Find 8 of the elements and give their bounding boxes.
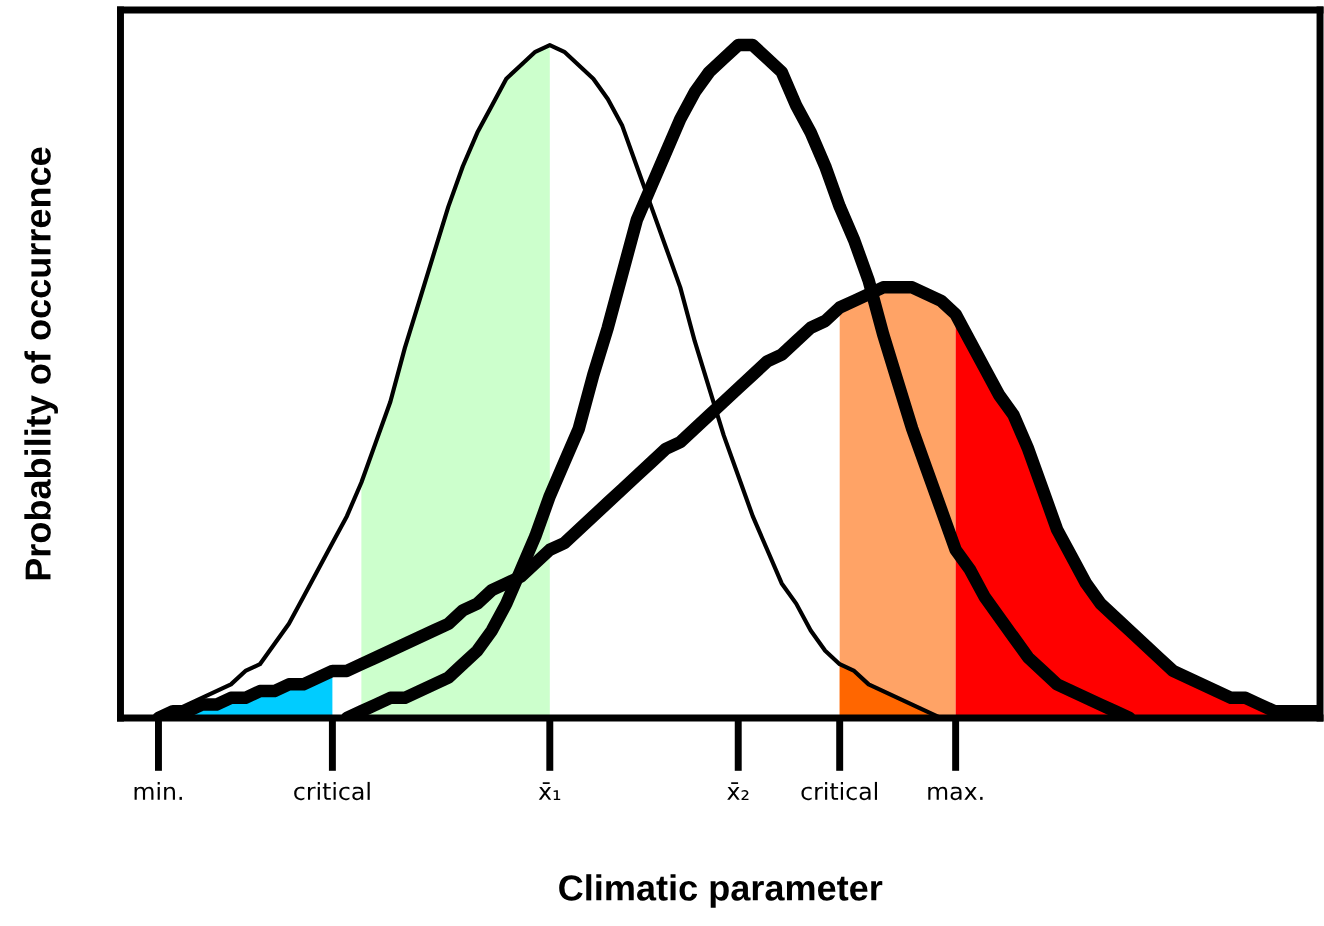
y-axis-title: Probability of occurrence	[24, 147, 58, 580]
x-tick-label: min.	[134, 781, 182, 800]
x-tick-label: x̄₂	[727, 782, 749, 800]
x-tick-label: max.	[928, 786, 983, 801]
x-tick-label: critical	[294, 781, 370, 801]
x-axis-title: Climatic parameter	[559, 874, 883, 908]
x-tick-label: critical	[801, 781, 878, 801]
x-tick-label: x̄₁	[538, 782, 561, 800]
